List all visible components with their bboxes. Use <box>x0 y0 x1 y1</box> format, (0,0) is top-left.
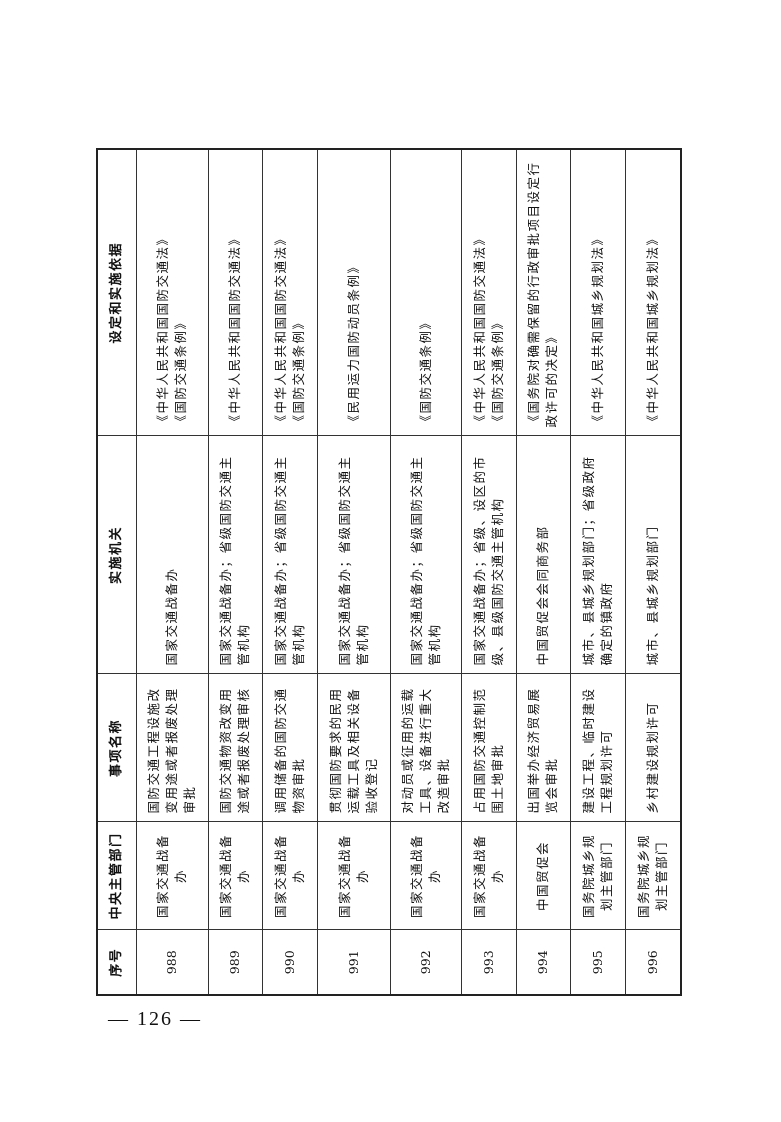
central-dept-cell: 国务院城乡规划主管部门 <box>625 822 681 930</box>
agency-cell: 中国贸促会会同商务部 <box>516 436 570 674</box>
agency-cell: 国家交通战备办；省级国防交通主管机构 <box>208 436 262 674</box>
table-row: 994 中国贸促会 出国举办经济贸易展览会审批 中国贸促会会同商务部 《国务院对确需保留… <box>516 149 570 995</box>
basis-cell: 《中华人民共和国国防交通法》 《国防交通条例》 <box>461 149 516 436</box>
agency-cell: 国家交通战备办；省级国防交通主管机构 <box>390 436 461 674</box>
table-row: 995 国务院城乡规划主管部门 建设工程、临时建设工程规划许可 城市、县城乡规划部门；… <box>570 149 625 995</box>
central-dept-cell: 国家交通战备办 <box>136 822 208 930</box>
serial-cell: 995 <box>570 930 625 995</box>
central-dept-cell: 国家交通战备办 <box>461 822 516 930</box>
basis-cell: 《中华人民共和国国防交通法》 <box>208 149 262 436</box>
table-row: 996 国务院城乡规划主管部门 乡村建设规划许可 城市、县城乡规划部门 《中华人民共和国… <box>625 149 681 995</box>
header-item-name: 事项名称 <box>97 674 136 822</box>
serial-cell: 989 <box>208 930 262 995</box>
basis-cell: 《国务院对确需保留的行政审批项目设定行政许可的决定》 <box>516 149 570 436</box>
serial-cell: 993 <box>461 930 516 995</box>
item-name-cell: 贯彻国防要求的民用运载工具及相关设备验收登记 <box>317 674 390 822</box>
serial-cell: 996 <box>625 930 681 995</box>
header-serial: 序号 <box>97 930 136 995</box>
item-name-cell: 出国举办经济贸易展览会审批 <box>516 674 570 822</box>
header-central-dept: 中央主管部门 <box>97 822 136 930</box>
item-name-cell: 对动员或征用的运载工具、设备进行重大改造审批 <box>390 674 461 822</box>
agency-cell: 城市、县城乡规划部门；省级政府确定的镇政府 <box>570 436 625 674</box>
basis-cell: 《中华人民共和国国防交通法》 《国防交通条例》 <box>136 149 208 436</box>
central-dept-cell: 国家交通战备办 <box>390 822 461 930</box>
agency-cell: 国家交通战备办 <box>136 436 208 674</box>
serial-cell: 991 <box>317 930 390 995</box>
central-dept-cell: 国家交通战备办 <box>262 822 317 930</box>
agency-cell: 国家交通战备办；省级、设区的市级、县级国防交通主管机构 <box>461 436 516 674</box>
central-dept-cell: 国家交通战备办 <box>208 822 262 930</box>
table-row: 989 国家交通战备办 国防交通物资改变用途或者报废处理审核 国家交通战备办；省级国防… <box>208 149 262 995</box>
basis-cell: 《中华人民共和国国防交通法》 《国防交通条例》 <box>262 149 317 436</box>
item-name-cell: 占用国防交通控制范围土地审批 <box>461 674 516 822</box>
table-row: 993 国家交通战备办 占用国防交通控制范围土地审批 国家交通战备办；省级、设区的市级… <box>461 149 516 995</box>
central-dept-cell: 中国贸促会 <box>516 822 570 930</box>
item-name-cell: 乡村建设规划许可 <box>625 674 681 822</box>
basis-cell: 《中华人民共和国城乡规划法》 <box>570 149 625 436</box>
serial-cell: 990 <box>262 930 317 995</box>
central-dept-cell: 国务院城乡规划主管部门 <box>570 822 625 930</box>
table-row: 992 国家交通战备办 对动员或征用的运载工具、设备进行重大改造审批 国家交通战备办；… <box>390 149 461 995</box>
header-basis: 设定和实施依据 <box>97 149 136 436</box>
basis-cell: 《中华人民共和国城乡规划法》 <box>625 149 681 436</box>
serial-cell: 992 <box>390 930 461 995</box>
table-header-row: 序号 中央主管部门 事项名称 实施机关 设定和实施依据 <box>97 149 136 995</box>
basis-cell: 《国防交通条例》 <box>390 149 461 436</box>
basis-cell: 《民用运力国防动员条例》 <box>317 149 390 436</box>
agency-cell: 国家交通战备办；省级国防交通主管机构 <box>262 436 317 674</box>
item-name-cell: 建设工程、临时建设工程规划许可 <box>570 674 625 822</box>
rotated-table-container: 序号 中央主管部门 事项名称 实施机关 设定和实施依据 988 国家交通战备办 国防… <box>96 148 682 996</box>
table-row: 990 国家交通战备办 调用储备的国防交通物资审批 国家交通战备办；省级国防交通主管机… <box>262 149 317 995</box>
administrative-approval-table: 序号 中央主管部门 事项名称 实施机关 设定和实施依据 988 国家交通战备办 国防… <box>96 148 682 996</box>
agency-cell: 国家交通战备办；省级国防交通主管机构 <box>317 436 390 674</box>
item-name-cell: 国防交通物资改变用途或者报废处理审核 <box>208 674 262 822</box>
serial-cell: 994 <box>516 930 570 995</box>
table-row: 991 国家交通战备办 贯彻国防要求的民用运载工具及相关设备验收登记 国家交通战备办；… <box>317 149 390 995</box>
central-dept-cell: 国家交通战备办 <box>317 822 390 930</box>
agency-cell: 城市、县城乡规划部门 <box>625 436 681 674</box>
header-agency: 实施机关 <box>97 436 136 674</box>
item-name-cell: 调用储备的国防交通物资审批 <box>262 674 317 822</box>
serial-cell: 988 <box>136 930 208 995</box>
item-name-cell: 国防交通工程设施改变用途或者报废处理审批 <box>136 674 208 822</box>
page-number: — 126 — <box>108 1008 202 1030</box>
table-row: 988 国家交通战备办 国防交通工程设施改变用途或者报废处理审批 国家交通战备办 《中华… <box>136 149 208 995</box>
